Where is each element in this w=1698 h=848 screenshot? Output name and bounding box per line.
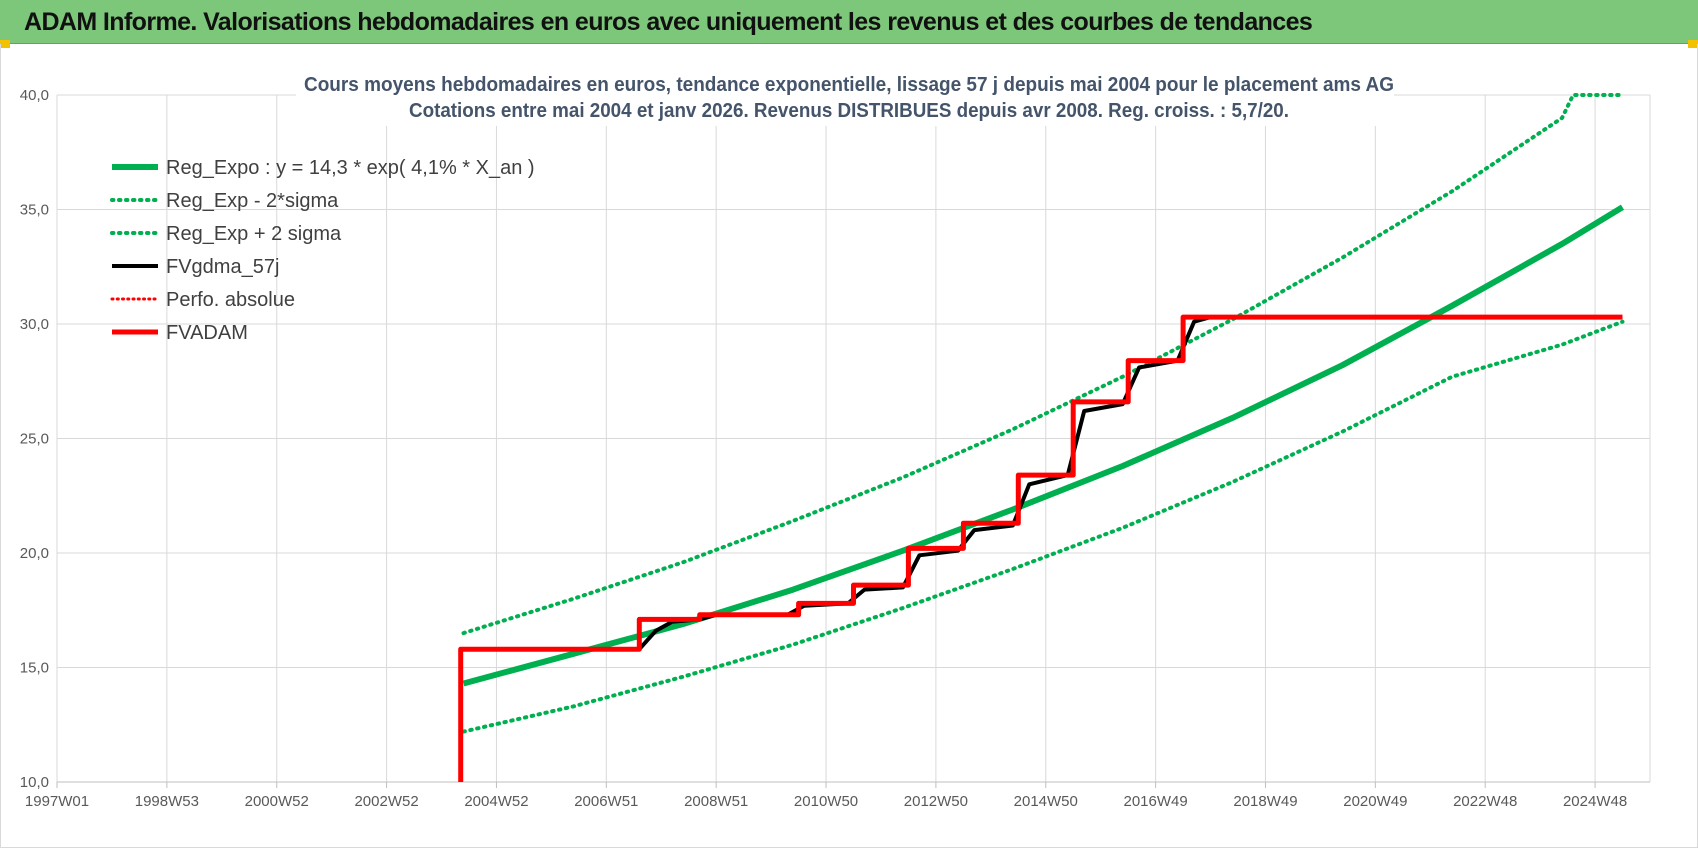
legend-label-5: FVADAM [166,322,248,344]
x-tick-label: 2002W52 [354,793,418,810]
x-tick-label: 2018W49 [1233,793,1297,810]
series-line-1 [461,319,1625,734]
x-tick-label: 2024W48 [1563,793,1627,810]
x-tick-label: 1997W01 [25,793,89,810]
legend-label-3: FVgdma_57j [166,256,279,278]
legend-label-4: Perfo. absolue [166,289,295,311]
corner-marker-left [0,40,10,48]
line-chart: 10,0 15,0 20,0 25,0 30,0 35,0 40,0 1997W01 1998… [20,66,1651,810]
legend-label-0: Reg_Expo : y = 14,3 * exp( 4,1% * X_an ) [166,157,535,179]
x-tick-label: 2008W51 [684,793,748,810]
y-tick-label: 10,0 [20,774,49,791]
title-background [296,66,1394,126]
series-line-2 [461,93,1625,636]
y-tick-label: 30,0 [20,316,49,333]
x-axis-tick-labels: 1997W01 1998W53 2000W52 2002W52 2004W52 2006W… [25,793,1627,810]
series-line-5 [458,314,1623,782]
y-axis-tick-labels: 10,0 15,0 20,0 25,0 30,0 35,0 40,0 [20,87,49,791]
grid-lines [56,94,1651,783]
series-lines [458,93,1625,782]
x-tick-label: 2000W52 [245,793,309,810]
y-tick-label: 25,0 [20,431,49,448]
y-tick-label: 20,0 [20,545,49,562]
x-tick-label: 2006W51 [574,793,638,810]
x-tick-label: 2014W50 [1014,793,1078,810]
axes [56,781,1650,788]
x-tick-label: 2016W49 [1124,793,1188,810]
y-tick-label: 15,0 [20,660,49,677]
banner-title: ADAM Informe. Valorisations hebdomadaire… [24,8,1313,36]
x-tick-label: 2020W49 [1343,793,1407,810]
series-line-0 [462,204,1625,687]
x-tick-label: 2022W48 [1453,793,1517,810]
y-tick-label: 40,0 [20,87,49,104]
chart-title-line2: Cotations entre mai 2004 et janv 2026. R… [409,100,1289,122]
legend: Reg_Expo : y = 14,3 * exp( 4,1% * X_an )… [110,157,535,344]
x-tick-label: 2004W52 [464,793,528,810]
chart-title-line1: Cours moyens hebdomadaires en euros, ten… [304,74,1394,96]
x-tick-label: 2012W50 [904,793,968,810]
legend-label-2: Reg_Exp + 2 sigma [166,223,342,245]
x-tick-label: 1998W53 [135,793,199,810]
header-banner: ADAM Informe. Valorisations hebdomadaire… [0,0,1698,44]
x-tick-label: 2010W50 [794,793,858,810]
corner-marker-right [1688,40,1698,48]
legend-label-1: Reg_Exp - 2*sigma [166,190,339,212]
y-tick-label: 35,0 [20,202,49,219]
series-line-3 [463,315,1623,652]
